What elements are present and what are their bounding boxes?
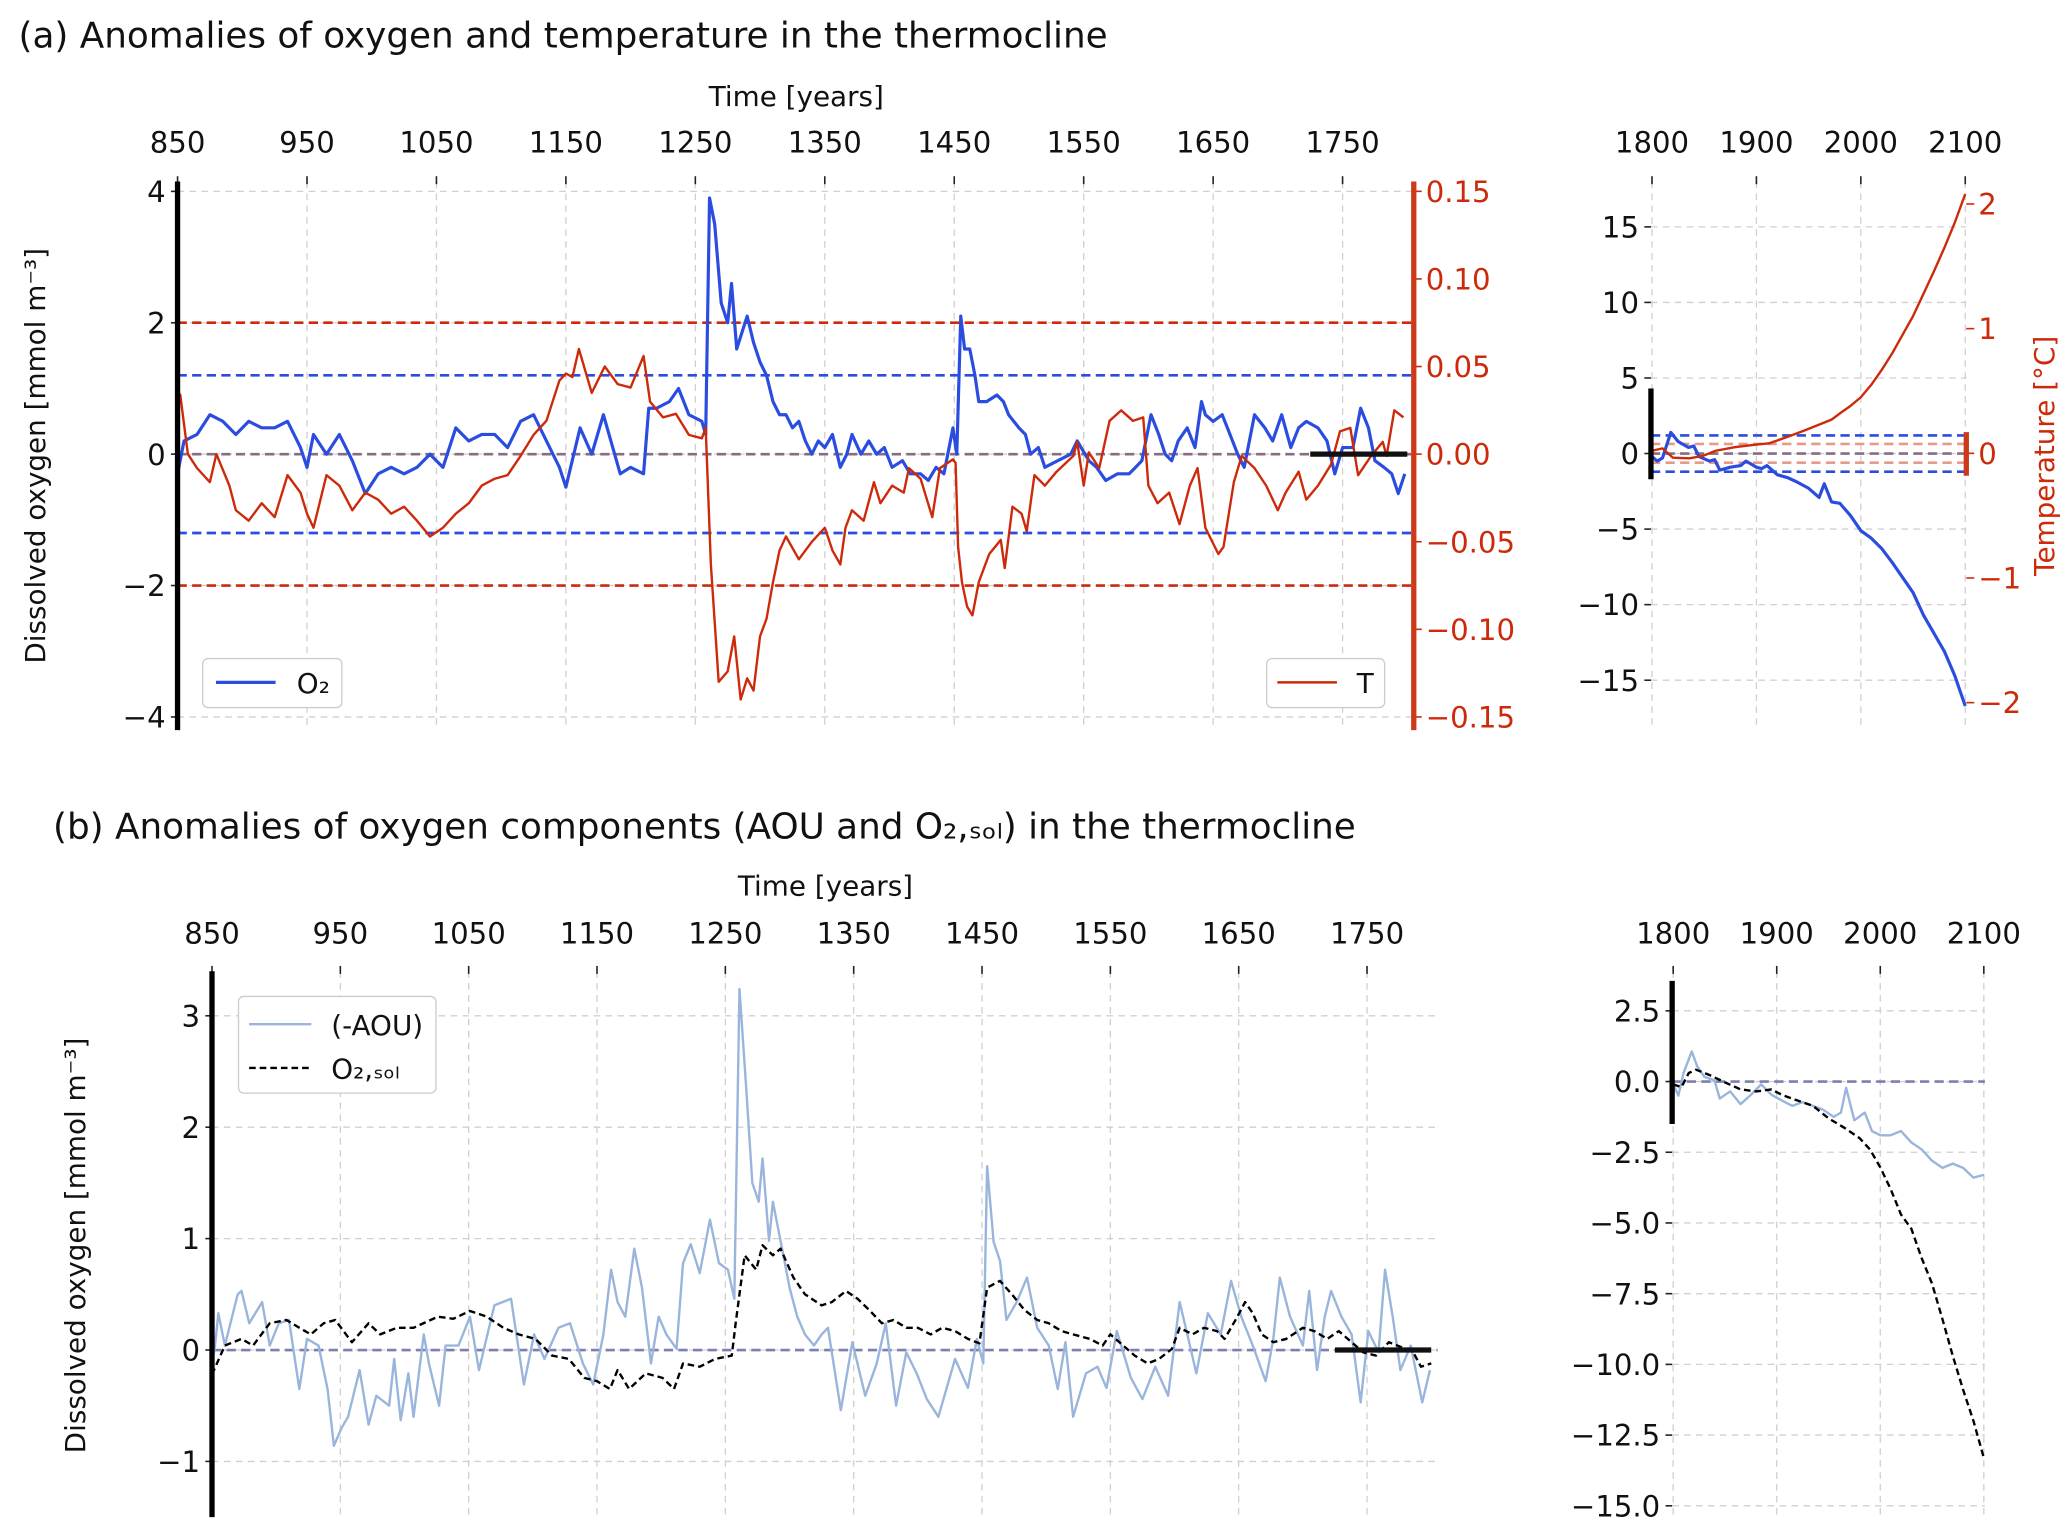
x-tick-label: 1350	[817, 916, 891, 950]
x-tick-label: 2100	[1947, 916, 2021, 950]
y-tick-label: −10.0	[1571, 1348, 1660, 1382]
x-tick-label: 850	[184, 916, 240, 950]
legend-temperature: T	[1266, 657, 1386, 709]
y-right-tick-label: 0.10	[1426, 263, 1491, 297]
x-tick-label: 1750	[1330, 916, 1404, 950]
legend-label-o2sol: O₂,ₛₒₗ	[331, 1053, 399, 1086]
series-line-1	[1651, 193, 1967, 460]
y-tick-label: 0	[147, 438, 166, 472]
x-tick-label: 1350	[788, 125, 862, 159]
series-line-0	[1650, 430, 1967, 707]
panel-a-ylabel: Dissolved oxygen [mmol m⁻³]	[19, 248, 52, 664]
x-tick-label: 1250	[688, 916, 762, 950]
y-right-tick-label: 0.05	[1426, 350, 1491, 384]
y-right-tick-label: 2	[1978, 188, 1997, 222]
x-tick-label: 1550	[1073, 916, 1147, 950]
legend-label-t: T	[1356, 667, 1375, 700]
y-right-tick-label: −2	[1978, 686, 2021, 720]
x-tick-label: 950	[279, 125, 335, 159]
x-tick-label: 1250	[658, 125, 732, 159]
y-tick-label: −15.0	[1571, 1489, 1660, 1523]
legend-label-aou: (-AOU)	[331, 1009, 423, 1042]
y-tick-label: 2	[147, 306, 166, 340]
x-tick-label: 950	[313, 916, 369, 950]
y-tick-label: −15	[1578, 664, 1639, 698]
panel-a-title: (a) Anomalies of oxygen and temperature …	[19, 16, 1108, 57]
legend-panel-b: (-AOU) O₂,ₛₒₗ	[237, 995, 437, 1094]
x-tick-label: 1650	[1176, 125, 1250, 159]
x-tick-label: 1450	[917, 125, 991, 159]
x-tick-label: 1900	[1719, 125, 1793, 159]
x-tick-label: 2000	[1843, 916, 1917, 950]
y-right-tick-label: −0.10	[1426, 613, 1515, 647]
y-tick-label: −4	[123, 701, 166, 735]
y-tick-label: 0	[182, 1334, 201, 1368]
legend-o2: O₂	[202, 657, 343, 709]
series-line-0	[210, 987, 1432, 1448]
legend-box	[237, 995, 437, 1094]
x-tick-label: 1800	[1636, 916, 1710, 950]
y-right-tick-label: −1	[1978, 562, 2021, 596]
x-tick-label: 1750	[1305, 125, 1379, 159]
legend-label-o2: O₂	[297, 667, 330, 700]
y-tick-label: −1	[157, 1445, 200, 1479]
x-tick-label: 1050	[399, 125, 473, 159]
x-tick-label: 1150	[560, 916, 634, 950]
y-right-tick-label: 0.15	[1426, 175, 1491, 209]
x-tick-label: 2000	[1824, 125, 1898, 159]
series-line-1	[210, 1244, 1432, 1391]
y-right-tick-label: −0.05	[1426, 525, 1515, 559]
x-tick-label: 1450	[945, 916, 1019, 950]
y-tick-label: −2.5	[1589, 1136, 1660, 1170]
y-tick-label: 0	[1620, 437, 1639, 471]
y-tick-label: −10	[1578, 588, 1639, 622]
y-tick-label: 2.5	[1614, 994, 1660, 1028]
y-tick-label: 4	[147, 175, 166, 209]
series-line-0	[1672, 1050, 1985, 1179]
y-right-tick-label: 0	[1978, 437, 1997, 471]
x-tick-label: 1050	[432, 916, 506, 950]
y-tick-label: 2	[182, 1111, 201, 1145]
y-tick-label: 5	[1620, 362, 1639, 396]
series-line-1	[176, 347, 1405, 701]
series-line-1	[1672, 1068, 1985, 1459]
y-right-tick-label: −0.15	[1426, 701, 1515, 735]
chart-a_main: 850 950 1050 1150 1250 1350 1450 1550 1650 1750 4 2…	[123, 125, 1515, 734]
panel-b-ylabel: Dissolved oxygen [mmol m⁻³]	[59, 1038, 92, 1454]
chart-b_main: 850 950 1050 1150 1250 1350 1450 1550 1650 1750 3 2…	[157, 916, 1438, 1518]
panel-a-inset-ylabel-right: Temperature [°C]	[2028, 336, 2061, 577]
y-tick-label: −5	[1596, 513, 1639, 547]
y-tick-label: −7.5	[1589, 1277, 1660, 1311]
x-tick-label: 1650	[1202, 916, 1276, 950]
series-line-0	[175, 196, 1407, 496]
x-tick-label: 1800	[1615, 125, 1689, 159]
y-tick-label: 15	[1602, 210, 1639, 244]
y-right-tick-label: 0.00	[1426, 438, 1491, 472]
panel-b-xlabel: Time [years]	[737, 870, 913, 903]
panel-b-title: (b) Anomalies of oxygen components (AOU …	[53, 807, 1356, 848]
y-tick-label: −12.5	[1571, 1419, 1660, 1453]
y-tick-label: 0.0	[1614, 1065, 1660, 1099]
y-tick-label: 1	[182, 1222, 201, 1256]
panel-a-xlabel: Time [years]	[708, 80, 884, 113]
y-right-tick-label: 1	[1978, 312, 1997, 346]
x-tick-label: 2100	[1928, 125, 2002, 159]
y-tick-label: −5.0	[1589, 1207, 1660, 1241]
y-tick-label: 3	[182, 999, 201, 1033]
plots: 850 950 1050 1150 1250 1350 1450 1550 1650 175042…	[123, 125, 2022, 1523]
y-tick-label: 10	[1602, 286, 1639, 320]
x-tick-label: 1150	[529, 125, 603, 159]
y-tick-label: −2	[123, 569, 166, 603]
x-tick-label: 1900	[1740, 916, 1814, 950]
x-tick-label: 1550	[1047, 125, 1121, 159]
x-tick-label: 850	[150, 125, 206, 159]
chart-b_inset: 1800 1900 2000 2100 2.5 0.0 −2.5 −5.0 −7.5 −10.0 −…	[1571, 916, 2021, 1523]
